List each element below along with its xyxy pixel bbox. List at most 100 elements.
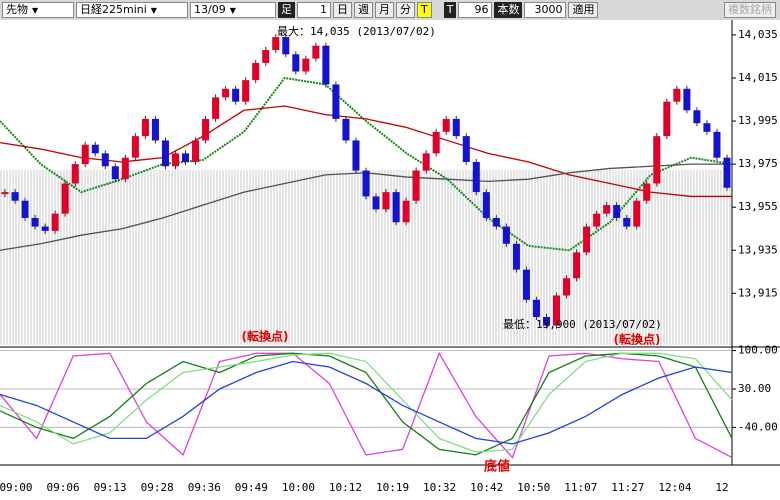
candle	[382, 192, 390, 210]
annotation: (転換点)	[242, 329, 289, 344]
candle	[713, 131, 721, 158]
candle	[462, 136, 470, 162]
period-day[interactable]: 日	[333, 2, 352, 18]
candle	[232, 88, 240, 102]
candle	[593, 213, 601, 227]
y-tick-label: 100.00	[738, 344, 778, 357]
x-tick-label: 10:12	[329, 481, 362, 494]
x-tick-label: 09:28	[141, 481, 174, 494]
market-select[interactable]: 先物	[2, 2, 74, 18]
period-week[interactable]: 週	[354, 2, 373, 18]
bar-label: 足	[278, 2, 295, 18]
candle	[703, 123, 711, 132]
candle	[41, 226, 49, 231]
candle	[412, 170, 420, 201]
candle	[422, 153, 430, 171]
apply-button[interactable]: 適用	[568, 2, 599, 18]
candle	[312, 45, 320, 59]
y-tick-label: 30.00	[738, 382, 771, 395]
candle	[432, 131, 440, 154]
candle	[492, 217, 500, 227]
y-tick-label: 13,955	[738, 200, 778, 213]
x-tick-label: 12	[715, 481, 728, 494]
x-tick-label: 09:13	[94, 481, 127, 494]
candle	[262, 49, 270, 63]
candle	[141, 118, 149, 137]
candle	[723, 157, 731, 188]
y-tick-label: 13,915	[738, 286, 778, 299]
candle	[322, 45, 330, 85]
x-tick-label: 10:50	[517, 481, 550, 494]
contract-select[interactable]: 13/09	[190, 2, 276, 18]
candle	[532, 299, 540, 318]
y-tick-label: 13,935	[738, 243, 778, 256]
candle	[512, 243, 520, 270]
candle	[51, 213, 59, 231]
candle	[192, 140, 200, 162]
annotation: 最低：13,900 (2013/07/02)	[503, 318, 662, 331]
candle	[482, 192, 490, 218]
candle	[472, 161, 480, 193]
symbol-select[interactable]: 日経225mini	[76, 2, 188, 18]
y-tick-label: 13,975	[738, 157, 778, 170]
candle	[91, 144, 99, 154]
x-tick-label: 11:07	[564, 481, 597, 494]
candle	[332, 84, 340, 119]
candle	[212, 97, 220, 119]
candle	[623, 217, 631, 227]
candle	[202, 118, 210, 141]
candle	[362, 170, 370, 197]
candle	[442, 118, 450, 132]
toolbar: 先物 日経225mini 13/09 足 1 日 週 月 分 T T 96 本数…	[0, 0, 780, 20]
candle	[663, 101, 671, 137]
candle	[342, 118, 350, 141]
annotation: (転換点)	[614, 332, 661, 347]
period-minute[interactable]: 分	[396, 2, 415, 18]
candle	[542, 317, 551, 326]
series-line	[0, 360, 733, 445]
candle	[452, 118, 460, 137]
candle	[603, 205, 611, 214]
annotation: 底値	[484, 459, 510, 475]
x-tick-label: 09:00	[0, 481, 33, 494]
series-line	[0, 351, 733, 459]
candle	[181, 153, 190, 162]
period-tick[interactable]: T	[417, 2, 432, 18]
candle	[502, 226, 510, 244]
multi-button[interactable]: 複数銘柄	[724, 2, 776, 18]
x-tick-label: 10:00	[282, 481, 315, 494]
count-input[interactable]: 3000	[524, 2, 567, 18]
y-tick-label: 13,995	[738, 114, 778, 127]
annotation: 最大：14,035 (2013/07/02)	[277, 24, 436, 38]
candle	[392, 192, 400, 223]
candle	[352, 140, 360, 171]
candle	[302, 58, 310, 72]
candle	[583, 226, 591, 253]
candle	[613, 205, 621, 218]
x-tick-label: 12:04	[658, 481, 691, 494]
candle	[1, 192, 9, 195]
y-tick-label: -40.00	[738, 420, 778, 433]
candle	[553, 295, 561, 326]
bar-input[interactable]: 1	[297, 2, 331, 18]
candle	[643, 183, 651, 201]
candle	[272, 37, 280, 50]
chart: 14,035 14,015 13,995 13,975 13,955 13,935 13,9…	[0, 20, 780, 494]
period-month[interactable]: 月	[375, 2, 394, 18]
candle	[683, 88, 691, 111]
series-line	[0, 352, 733, 453]
candle	[402, 200, 410, 223]
candle	[653, 136, 661, 184]
candle	[292, 54, 300, 72]
candle	[563, 278, 571, 296]
candle	[121, 157, 129, 180]
candle	[101, 153, 109, 167]
y-tick-label: 14,015	[738, 71, 778, 84]
candle	[673, 88, 681, 102]
candle	[131, 136, 139, 158]
candle	[151, 118, 159, 141]
candle	[31, 217, 39, 227]
y-tick-label: 14,035	[738, 28, 778, 41]
tick-input[interactable]: 96	[458, 2, 493, 18]
candle	[161, 140, 169, 167]
